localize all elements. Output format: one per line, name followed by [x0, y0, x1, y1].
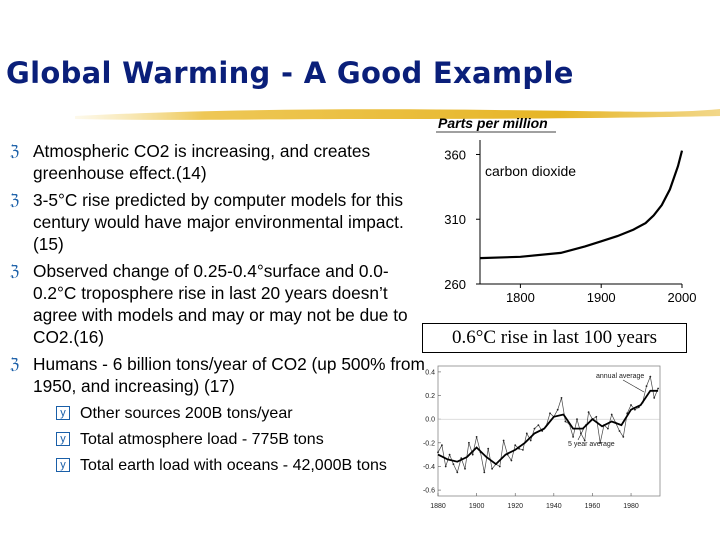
annual-average-point — [556, 408, 559, 411]
annual-average-point — [437, 451, 439, 454]
temp-y-tick-label: 0.0 — [425, 417, 435, 424]
annual-average-point — [580, 432, 582, 435]
temperature-chart: annual average 5 year average 0.4 0.2 0.0 -… — [423, 365, 661, 510]
temp-x-tick-label: 1920 — [507, 503, 523, 510]
annual-average-point — [525, 432, 528, 435]
bullet-item: ℨ Observed change of 0.25-0.4°surface an… — [10, 260, 430, 348]
annual-average-point — [522, 449, 524, 451]
annual-average-point — [514, 444, 517, 447]
annual-average-point — [456, 471, 459, 474]
temp-x-tick-label: 1900 — [469, 503, 485, 510]
five-year-average-label: 5 year average — [568, 441, 615, 448]
annual-average-point — [583, 439, 586, 442]
annual-average-point — [491, 467, 493, 470]
co2-y-tick-label: 260 — [444, 277, 466, 292]
bullet-marker-icon: ℨ — [10, 191, 20, 209]
temp-x-tick-label: 1980 — [623, 503, 639, 510]
bullet-item: ℨ Atmospheric CO2 is increasing, and cre… — [10, 140, 430, 184]
annual-average-point — [657, 387, 659, 390]
annual-average-point — [498, 465, 501, 468]
bullet-text: Humans - 6 billion tons/year of CO2 (up … — [33, 354, 425, 396]
annual-average-label: annual average — [596, 373, 644, 380]
co2-chart: Parts per million carbon dioxide 360 310 2… — [436, 115, 697, 305]
annual-average-point — [448, 453, 451, 456]
annual-average-point — [599, 441, 602, 444]
temp-x-tick-label: 1880 — [430, 503, 446, 510]
bullet-list: ℨ Atmospheric CO2 is increasing, and cre… — [10, 140, 430, 475]
co2-series-label: carbon dioxide — [485, 163, 576, 179]
annual-average-point — [610, 413, 613, 416]
annual-average-point — [475, 436, 478, 438]
annual-average-point — [487, 447, 490, 450]
annual-average-point — [510, 459, 513, 462]
annual-average-point — [595, 415, 598, 418]
annual-average-point — [622, 436, 625, 438]
annual-average-point — [653, 397, 656, 399]
annual-average-point — [576, 418, 578, 421]
co2-chart-title: Parts per million — [438, 115, 548, 131]
five-year-average-line — [437, 389, 659, 466]
checkbox-marker-icon: y — [56, 458, 70, 472]
co2-x-tick-label: 1900 — [587, 290, 616, 305]
annual-average-point — [564, 420, 567, 423]
annual-average-point — [468, 441, 470, 444]
bullet-item: ℨ Humans - 6 billion tons/year of CO2 (u… — [10, 353, 430, 397]
co2-y-tick-label: 310 — [444, 212, 466, 227]
annual-average-point — [549, 412, 551, 415]
annual-average-point — [560, 397, 563, 399]
annual-average-point — [444, 465, 447, 468]
co2-x-tick-label: 2000 — [668, 290, 697, 305]
annual-average-point — [529, 439, 532, 442]
sub-bullet-text: Total earth load with oceans - 42,000B t… — [80, 457, 387, 474]
bullet-marker-icon: ℨ — [10, 355, 20, 373]
bullet-marker-icon: ℨ — [10, 262, 20, 280]
title-underline-brush — [75, 109, 720, 120]
annual-average-line — [437, 375, 659, 474]
annual-average-point — [441, 444, 443, 447]
bullet-marker-icon: ℨ — [10, 142, 20, 160]
annual-average-point — [464, 467, 466, 470]
checkbox-marker-icon: y — [56, 432, 70, 446]
temp-x-tick-label: 1940 — [546, 503, 562, 510]
checkbox-marker-icon: y — [56, 406, 70, 420]
annual-average-point — [587, 411, 590, 413]
annual-average-point — [572, 436, 574, 438]
temp-y-tick-label: 0.4 — [425, 369, 435, 376]
temp-y-tick-label: -0.6 — [423, 488, 435, 495]
sub-bullet-text: Other sources 200B tons/year — [80, 405, 293, 422]
annual-average-point — [537, 424, 540, 426]
bullet-text: 3-5°C rise predicted by computer models … — [33, 190, 404, 254]
slide-title: Global Warming - A Good Example — [6, 56, 574, 90]
temp-x-tick-label: 1960 — [585, 503, 601, 510]
annual-average-point — [607, 427, 609, 430]
annual-average-point — [634, 408, 636, 411]
bullet-text: Atmospheric CO2 is increasing, and creat… — [33, 141, 371, 183]
temperature-callout: 0.6°C rise in last 100 years — [422, 323, 687, 353]
temp-y-tick-label: 0.2 — [425, 393, 435, 400]
sub-bullet-text: Total atmosphere load - 775B tons — [80, 431, 324, 448]
annual-average-point — [483, 471, 486, 474]
annual-average-point — [649, 375, 652, 378]
sub-bullet-item: y Total atmosphere load - 775B tons — [56, 431, 430, 449]
annual-average-pointer — [622, 379, 645, 393]
bullet-item: ℨ 3-5°C rise predicted by computer model… — [10, 189, 430, 255]
temperature-plot-frame — [437, 365, 661, 497]
annual-average-point — [502, 439, 505, 442]
co2-x-tick-label: 1800 — [506, 290, 535, 305]
temp-y-tick-label: -0.2 — [423, 440, 435, 447]
sub-bullet-item: y Other sources 200B tons/year — [56, 405, 430, 423]
co2-y-tick-label: 360 — [444, 147, 466, 162]
annual-average-point — [471, 453, 474, 456]
annual-average-point — [645, 385, 648, 387]
temp-y-tick-label: -0.4 — [423, 464, 435, 471]
co2-series-line — [479, 150, 684, 260]
bullet-text: Observed change of 0.25-0.4°surface and … — [33, 261, 408, 347]
annual-average-point — [618, 430, 621, 432]
annual-average-point — [452, 463, 455, 465]
annual-average-point — [533, 427, 536, 430]
annual-average-point — [630, 404, 632, 406]
sub-bullet-item: y Total earth load with oceans - 42,000B… — [56, 457, 430, 475]
